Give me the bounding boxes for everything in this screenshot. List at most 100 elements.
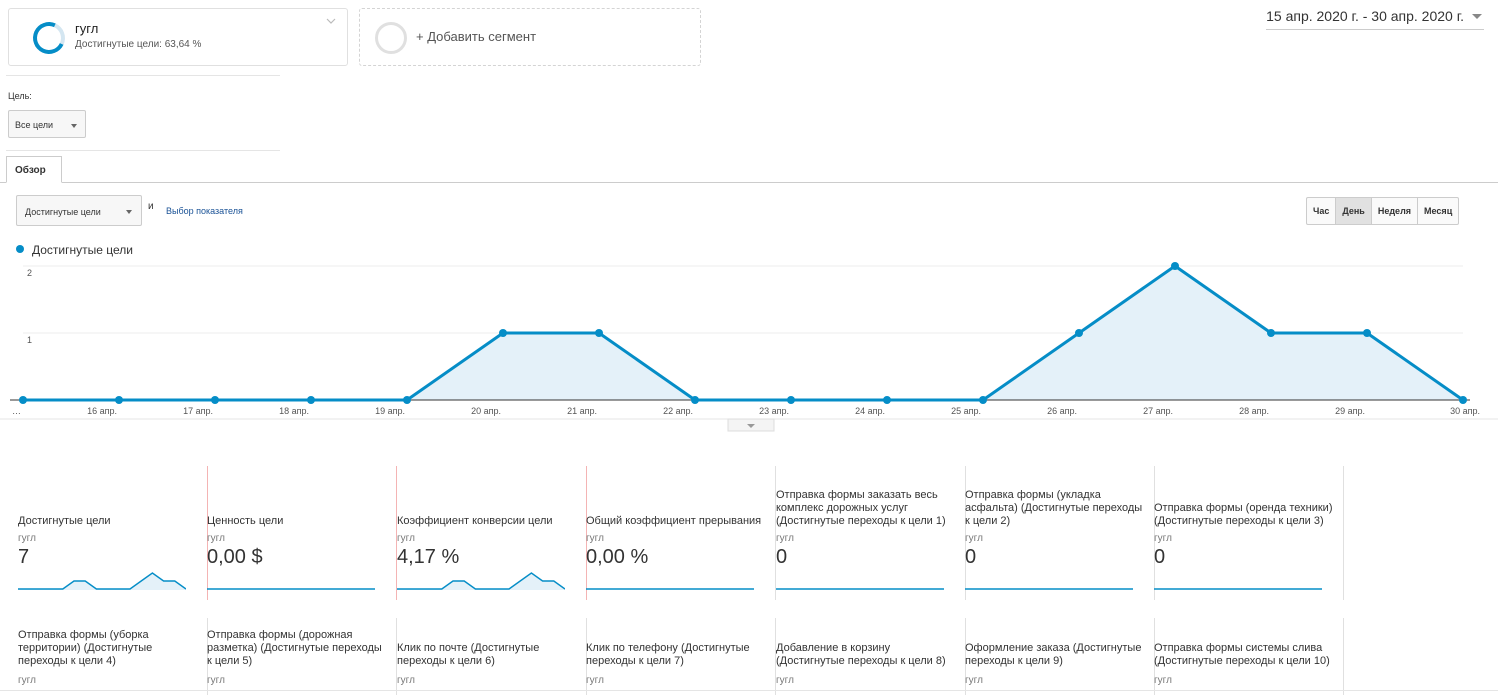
x-tick-label: 17 апр.	[183, 406, 213, 416]
y-tick-label: 1	[27, 335, 32, 345]
data-point[interactable]	[595, 329, 603, 337]
scorecard-value: 0	[776, 546, 788, 568]
scorecard[interactable]: Отправка формы (уборка территории) (Дост…	[18, 618, 208, 695]
scorecard[interactable]: Общий коэффициент прерывания гугл 0,00 %	[586, 466, 776, 600]
goal-filter-label: Цель:	[8, 91, 32, 101]
data-point[interactable]	[1075, 329, 1083, 337]
x-tick-label: 30 апр.	[1450, 406, 1480, 416]
data-point[interactable]	[691, 396, 699, 404]
x-tick-label: 19 апр.	[375, 406, 405, 416]
x-tick-label: 27 апр.	[1143, 406, 1173, 416]
scorecard[interactable]: Клик по телефону (Достигнутые переходы к…	[586, 618, 776, 695]
x-tick-label: …	[12, 406, 21, 416]
x-tick-label: 28 апр.	[1239, 406, 1269, 416]
data-point[interactable]	[979, 396, 987, 404]
caret-down-icon	[71, 124, 77, 128]
data-point[interactable]	[1171, 262, 1179, 270]
scorecard-divider	[1343, 466, 1344, 600]
scorecard-sparkline	[776, 588, 944, 590]
scorecard[interactable]: Клик по почте (Достигнутые переходы к це…	[397, 618, 587, 695]
scorecard-segment: гугл	[586, 533, 604, 544]
segment-ring-icon	[28, 17, 70, 59]
caret-down-icon	[126, 210, 132, 214]
data-point[interactable]	[211, 396, 219, 404]
granularity-month-button[interactable]: Месяц	[1424, 206, 1453, 216]
x-tick-label: 16 апр.	[87, 406, 117, 416]
data-point[interactable]	[1363, 329, 1371, 337]
scorecard-title: Коэффициент конверсии цели	[397, 515, 553, 527]
x-tick-label: 26 апр.	[1047, 406, 1077, 416]
divider	[6, 150, 280, 151]
scorecard[interactable]: Отправка формы системы слива (Достигнуты…	[1154, 618, 1344, 695]
scorecard-value: 4,17 %	[397, 546, 460, 568]
add-segment-button[interactable]: + Добавить сегмент	[359, 8, 701, 66]
scorecard-divider	[965, 466, 966, 600]
x-tick-label: 23 апр.	[759, 406, 789, 416]
scorecard[interactable]: Коэффициент конверсии цели гугл 4,17 %	[397, 466, 587, 600]
data-point[interactable]	[1459, 396, 1467, 404]
chevron-down-icon[interactable]	[325, 15, 337, 27]
scorecard[interactable]: Отправка формы (дорожная разметка) (Дост…	[207, 618, 397, 695]
date-range-text: 15 апр. 2020 г. - 30 апр. 2020 г.	[1266, 8, 1464, 24]
scorecards: Достигнутые цели гугл 7 Ценность цели гугл 0,…	[0, 460, 1498, 695]
scorecard-title: Клик по почте (Достигнутые переходы к це…	[397, 642, 540, 667]
scorecard-divider	[586, 618, 587, 695]
scorecard[interactable]: Добавление в корзину (Достигнутые перехо…	[776, 618, 966, 695]
legend-label: Достигнутые цели	[32, 243, 133, 257]
add-segment-ring-icon	[375, 22, 407, 54]
x-tick-label: 20 апр.	[471, 406, 501, 416]
scorecard-divider	[775, 618, 776, 695]
scorecard-value: 0	[1154, 546, 1166, 568]
scorecard-divider	[1154, 618, 1155, 695]
date-range-picker[interactable]: 15 апр. 2020 г. - 30 апр. 2020 г.	[1266, 8, 1484, 30]
scorecard-sparkline	[586, 588, 754, 590]
chart-legend[interactable]: Достигнутые цели	[16, 243, 133, 257]
sparkline-line	[18, 572, 186, 590]
data-point[interactable]	[1267, 329, 1275, 337]
scorecard[interactable]: Ценность цели гугл 0,00 $	[207, 466, 397, 600]
scorecard-value: 0	[965, 546, 977, 568]
legend-dot-icon	[16, 245, 24, 253]
scorecard[interactable]: Оформление заказа (Достигнутые переходы …	[965, 618, 1155, 695]
granularity-toggle: Час День Неделя Месяц	[1306, 197, 1460, 225]
choose-metric-link[interactable]: Выбор показателя	[166, 206, 243, 216]
scorecard-title: Клик по телефону (Достигнутые переходы к…	[586, 642, 750, 667]
scorecard-segment: гугл	[776, 533, 794, 544]
tab-divider	[0, 182, 1498, 183]
metric-select-value: Достигнутые цели	[25, 207, 101, 217]
data-point[interactable]	[499, 329, 507, 337]
tab-overview[interactable]: Обзор	[6, 156, 62, 183]
scorecard-title: Общий коэффициент прерывания	[586, 515, 762, 527]
data-point[interactable]	[115, 396, 123, 404]
data-point[interactable]	[307, 396, 315, 404]
segment-card[interactable]: гугл Достигнутые цели: 63,64 %	[8, 8, 348, 66]
data-point[interactable]	[19, 396, 27, 404]
scorecard-segment: гугл	[18, 533, 36, 544]
scorecard[interactable]: Отправка формы заказать весь комплекс до…	[776, 466, 966, 600]
series-area	[23, 266, 1463, 400]
scorecard-segment: гугл	[397, 533, 415, 544]
scorecard[interactable]: Достигнутые цели гугл 7	[18, 466, 208, 600]
data-point[interactable]	[883, 396, 891, 404]
granularity-week-button[interactable]: Неделя	[1372, 198, 1419, 224]
data-point[interactable]	[787, 396, 795, 404]
granularity-day-button[interactable]: День	[1336, 198, 1372, 224]
scorecard[interactable]: Отправка формы (оренда техники) (Достигн…	[1154, 466, 1344, 600]
x-tick-label: 22 апр.	[663, 406, 693, 416]
scorecard-divider	[965, 618, 966, 695]
scorecard-segment: гугл	[207, 533, 225, 544]
y-tick-label: 2	[27, 268, 32, 278]
scorecard-segment: гугл	[1154, 675, 1172, 686]
metric-select[interactable]: Достигнутые цели	[16, 195, 142, 226]
data-point[interactable]	[403, 396, 411, 404]
scorecard-title: Достигнутые цели	[18, 515, 111, 527]
goal-filter-select[interactable]: Все цели	[8, 110, 86, 138]
scorecard-segment: гугл	[965, 533, 983, 544]
scorecard-divider	[207, 618, 208, 695]
x-tick-label: 18 апр.	[279, 406, 309, 416]
granularity-hour-button[interactable]: Час	[1307, 198, 1337, 224]
scorecard-title: Оформление заказа (Достигнутые переходы …	[965, 642, 1142, 667]
scorecard[interactable]: Отправка формы (укладка асфальта) (Дости…	[965, 466, 1155, 600]
caret-down-icon	[1472, 14, 1482, 19]
scorecard-title: Отправка формы (уборка территории) (Дост…	[18, 629, 153, 667]
